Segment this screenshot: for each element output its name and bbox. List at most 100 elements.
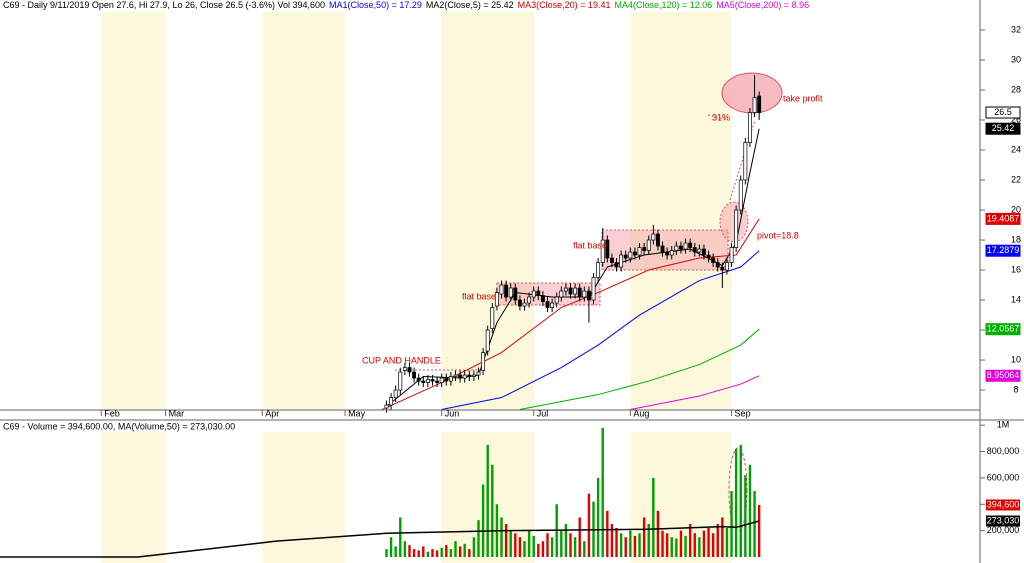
ma-last-label-box: [985, 122, 1021, 135]
ma-line: [630, 375, 760, 411]
candle-body: [435, 380, 440, 383]
y-tick-label: 22: [1011, 174, 1021, 184]
volume-bar: [468, 549, 471, 557]
volume-bar: [463, 543, 466, 557]
price-header: C69 - Daily 9/11/2019 Open 27.6, Hi 27.9…: [3, 0, 809, 10]
volume-bar: [684, 535, 687, 557]
y-tick-label: 18: [1011, 234, 1021, 244]
y-tick-label: 28: [1011, 84, 1021, 94]
gain-line: [707, 114, 729, 121]
y-tick-label: 10: [1011, 354, 1021, 364]
volume-bar: [504, 524, 508, 557]
x-tick-label: Sep: [735, 408, 751, 418]
volume-bar: [454, 541, 457, 557]
volume-bar: [596, 477, 600, 557]
candle-body: [389, 397, 394, 406]
candle-body: [407, 367, 412, 373]
candle-body: [600, 239, 605, 263]
volume-ellipse: [728, 447, 748, 533]
candle-body: [563, 287, 568, 292]
month-band: [101, 12, 166, 410]
candle-body: [706, 254, 711, 259]
volume-bar: [725, 527, 729, 557]
candle-body: [748, 112, 752, 143]
y-tick-label: 32: [1011, 24, 1021, 34]
volume-bar: [408, 545, 411, 557]
candle-body: [393, 389, 398, 398]
volume-bar: [652, 477, 655, 557]
legend-entry: MA3(Close,20) = 19.41: [518, 0, 611, 10]
candle-body: [619, 254, 624, 268]
volume-bar: [606, 510, 609, 557]
month-band: [262, 432, 346, 563]
volume-bar: [734, 448, 738, 557]
volume-bar: [560, 530, 563, 557]
annotation: flat base: [462, 291, 496, 301]
y-tick-label: 800,000: [987, 446, 1020, 456]
annotation: take profit: [783, 93, 823, 103]
annotation: pivot=18.8: [757, 230, 799, 240]
volume-bar: [573, 537, 577, 557]
candle-body: [596, 262, 601, 278]
legend-entry: MA4(Close,120) = 12.06: [614, 0, 712, 10]
candle-body: [550, 302, 555, 308]
y-tick-label: 30: [1011, 54, 1021, 64]
candle-body: [421, 380, 426, 383]
candle-body: [738, 179, 743, 211]
candle-body: [517, 299, 522, 307]
candle-body: [715, 262, 720, 268]
volume-ma-last-label: 273,030: [987, 515, 1020, 525]
volume-bar: [665, 533, 669, 557]
ma-last-label: 8.95064: [987, 370, 1020, 380]
volume-bar: [615, 527, 618, 557]
volume-bar: [693, 533, 696, 557]
candle-body: [471, 374, 476, 377]
y-tick-label: 600,000: [987, 472, 1020, 482]
y-tick-label: 200,000: [987, 525, 1020, 535]
candle-body: [444, 377, 449, 382]
candle-body: [669, 250, 674, 256]
candle-body: [724, 262, 729, 271]
y-tick-label: 8: [1013, 384, 1018, 394]
ma-line: [381, 218, 760, 411]
volume-bar: [624, 537, 627, 557]
volume-bar: [716, 524, 719, 557]
volume-bar: [445, 545, 448, 557]
header-title: C69 - Daily 9/11/2019 Open 27.6, Hi 27.9…: [3, 0, 325, 10]
y-tick-label: 14: [1011, 294, 1021, 304]
candle-body: [701, 248, 706, 256]
volume-bar: [527, 530, 531, 557]
volume-bar: [518, 537, 522, 557]
x-tick-label: Feb: [104, 408, 120, 418]
candle-body: [402, 367, 407, 371]
volume-bar: [422, 546, 425, 557]
candle-body: [531, 290, 536, 298]
candle-body: [582, 290, 587, 298]
volume-bar: [675, 538, 678, 557]
volume-bar: [688, 524, 692, 557]
candle-body: [513, 287, 518, 301]
volume-bar: [532, 535, 535, 557]
candle-body: [623, 254, 628, 259]
x-tick-label: Mar: [169, 408, 185, 418]
volume-bar: [514, 533, 517, 557]
last-close-label-box: [985, 106, 1021, 119]
volume-bar: [698, 537, 701, 557]
candle-body: [697, 248, 702, 253]
annotation: 31%: [712, 112, 730, 122]
volume-bar: [477, 520, 480, 557]
volume-bar: [757, 504, 761, 557]
volume-bar: [389, 537, 393, 557]
legend-entry: MA2(Close,5) = 25.42: [426, 0, 514, 10]
volume-bar: [385, 549, 388, 557]
ma-last-label: 17.2879: [987, 245, 1020, 255]
volume-bar: [739, 444, 742, 557]
candle-body: [586, 290, 591, 301]
annotation: CUP AND HANDLE: [362, 355, 441, 365]
volume-last-label: 394,600: [987, 499, 1020, 509]
y-tick-label: 24: [1011, 144, 1021, 154]
x-tick-label: Jul: [537, 408, 549, 418]
candle-body: [476, 371, 481, 376]
volume-bar: [578, 517, 581, 557]
annotation: flat base: [573, 240, 607, 250]
